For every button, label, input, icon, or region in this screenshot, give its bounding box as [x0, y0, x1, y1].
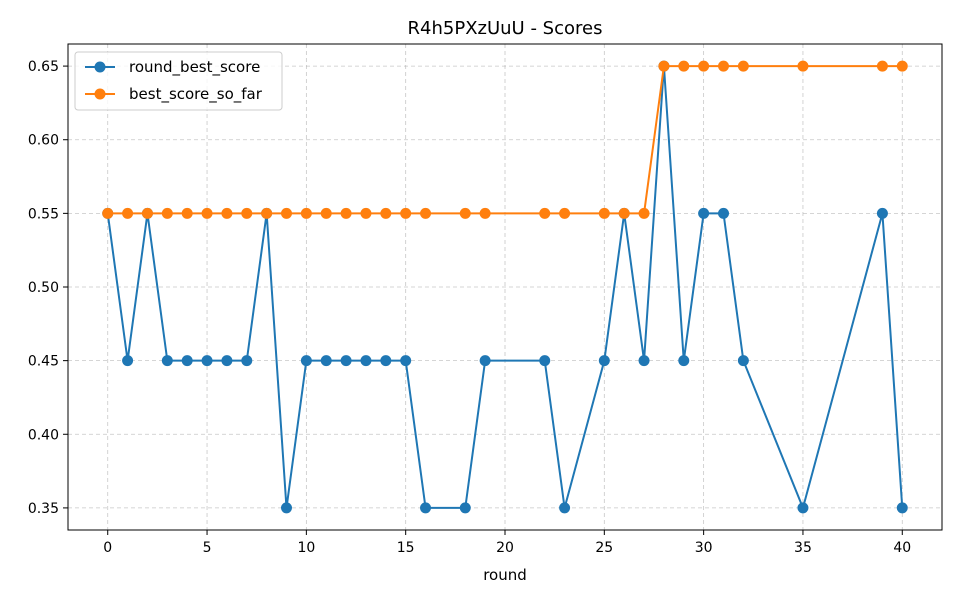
data-point [459, 502, 471, 514]
y-tick-label: 0.45 [28, 354, 59, 370]
data-point [638, 355, 650, 367]
data-point [459, 207, 471, 219]
data-point [598, 207, 610, 219]
legend-marker [94, 61, 106, 73]
x-tick-label: 10 [297, 540, 315, 556]
data-point [102, 207, 114, 219]
data-point [181, 355, 193, 367]
x-axis-label: round [483, 566, 527, 584]
x-tick-label: 35 [794, 540, 812, 556]
data-point [161, 207, 173, 219]
y-tick-label: 0.50 [28, 280, 59, 296]
data-point [340, 207, 352, 219]
data-point [340, 355, 352, 367]
data-point [281, 207, 292, 219]
data-point [181, 207, 193, 219]
data-point [380, 355, 392, 367]
legend-box [74, 51, 283, 111]
data-point [400, 355, 412, 367]
data-point [221, 355, 233, 367]
data-point [420, 207, 432, 219]
data-point [360, 355, 372, 367]
data-point [698, 60, 710, 72]
x-tick-label: 5 [203, 540, 212, 556]
x-tick-label: 15 [397, 540, 415, 556]
x-tick-label: 25 [595, 540, 613, 556]
data-point [896, 60, 908, 72]
data-point [241, 355, 253, 367]
data-point [559, 502, 571, 514]
legend-item: round_best_score [85, 58, 260, 77]
data-point [320, 207, 332, 219]
data-point [737, 355, 749, 367]
data-point [221, 207, 233, 219]
data-point [718, 207, 729, 219]
data-point [241, 207, 253, 219]
data-point [797, 60, 809, 72]
legend: round_best_score best_score_so_far [74, 51, 283, 111]
data-point [320, 355, 332, 367]
grid [68, 44, 942, 530]
legend-marker [94, 88, 106, 100]
y-tick-label: 0.55 [28, 206, 59, 222]
data-point [539, 207, 551, 219]
data-point [420, 502, 432, 514]
y-tick-label: 0.35 [28, 501, 59, 517]
data-point [559, 207, 571, 219]
series-layer [102, 60, 908, 514]
data-point [678, 355, 690, 367]
data-point [400, 207, 412, 219]
y-tick-label: 0.40 [28, 427, 59, 443]
ticks: 0 5 10 15 20 25 30 35 40 0.35 0.40 0.45 0.50 0.55 0.60… [28, 59, 911, 556]
data-point [638, 207, 650, 219]
data-point [618, 207, 630, 219]
data-point [737, 60, 749, 72]
data-point [876, 207, 888, 219]
data-point [141, 207, 153, 219]
data-point [658, 60, 670, 72]
data-point [479, 207, 491, 219]
data-point [718, 60, 729, 72]
data-point [300, 355, 312, 367]
data-point [896, 502, 908, 514]
legend-label: round_best_score [129, 58, 260, 77]
data-point [698, 207, 710, 219]
legend-label: best_score_so_far [129, 85, 263, 104]
data-point [876, 60, 888, 72]
data-point [678, 60, 690, 72]
legend-item: best_score_so_far [85, 85, 263, 104]
y-tick-label: 0.65 [28, 59, 59, 75]
data-point [261, 207, 273, 219]
data-point [360, 207, 372, 219]
data-point [122, 207, 134, 219]
data-point [479, 355, 491, 367]
data-point [380, 207, 392, 219]
data-point [539, 355, 551, 367]
data-point [122, 355, 134, 367]
chart-title: R4h5PXzUuU - Scores [408, 18, 603, 39]
data-point [281, 502, 292, 514]
x-tick-label: 0 [103, 540, 112, 556]
x-tick-label: 30 [695, 540, 713, 556]
data-point [797, 502, 809, 514]
y-tick-label: 0.60 [28, 133, 59, 149]
data-point [161, 355, 173, 367]
data-point [201, 355, 213, 367]
x-tick-label: 20 [496, 540, 514, 556]
data-point [598, 355, 610, 367]
data-point [300, 207, 312, 219]
x-tick-label: 40 [893, 540, 911, 556]
series-best_score_so_far [102, 60, 908, 219]
data-point [201, 207, 213, 219]
